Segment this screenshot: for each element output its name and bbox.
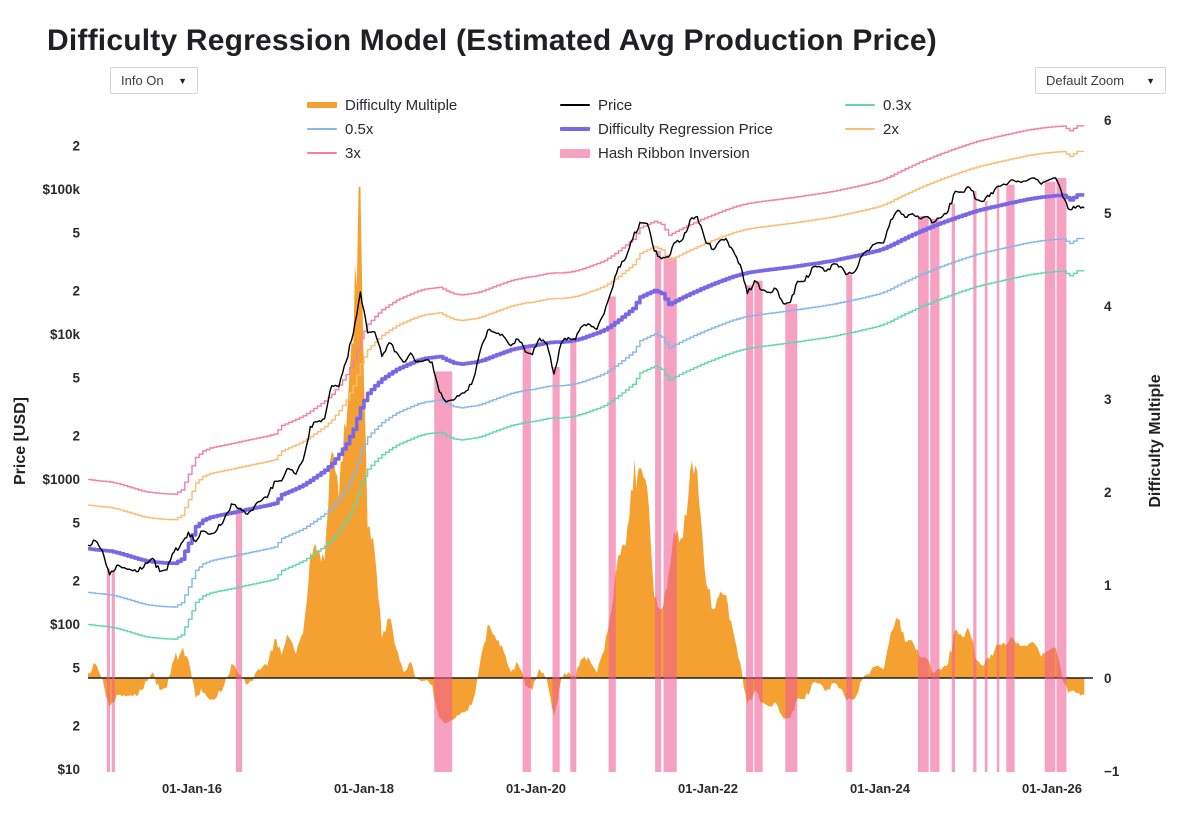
y-left-axis-title: Price [USD] [12,397,29,485]
hash-ribbon-inversion-bar [434,371,453,772]
legend-item-difficulty-multiple[interactable]: Difficulty Multiple [307,93,457,117]
hash-ribbon-inversion-bar [754,280,763,772]
x-tick: 01-Jan-20 [506,781,566,796]
chevron-down-icon: ▼ [1146,75,1155,86]
legend-item-0-3x[interactable]: 0.3x [845,93,911,117]
hash-ribbon-inversion-bar [973,191,977,772]
y-right-tick: 0 [1104,671,1112,686]
y-left-tick: 5 [72,226,80,241]
hash-ribbon-inversion-bar [746,285,754,772]
hash-ribbon-inversion-bar [235,507,243,772]
y-left-tick: $10k [50,327,81,342]
hash-ribbon-inversion-bar [1056,178,1067,772]
x-tick: 01-Jan-18 [334,781,394,796]
page-title: Difficulty Regression Model (Estimated A… [47,24,937,57]
y-left-tick: 2 [72,573,80,588]
hash-ribbon-inversion-bar [1006,184,1015,772]
difficulty-regression-price-line [88,193,1085,566]
y-left-tick: $10 [57,762,80,777]
band-2x-line [88,150,1085,521]
y-right-tick: 3 [1104,392,1112,407]
band-0.3x-line [88,270,1085,640]
legend: Difficulty Multiple 0.5x 3x Price Difficulty… [0,93,1184,167]
y-left-tick: $100 [50,617,80,632]
legend-swatch-line-icon [845,128,875,130]
legend-swatch-line-icon [307,152,337,154]
legend-item-0-5x[interactable]: 0.5x [307,117,457,141]
y-left-tick: $1000 [42,472,80,487]
hash-ribbon-inversion-bar [106,568,110,772]
hash-ribbon-inversion-bar [655,250,662,772]
y-left-tick: 5 [72,371,80,386]
zoom-dropdown-label: Default Zoom [1046,73,1125,88]
hash-ribbon-inversion-bar [111,571,115,772]
legend-item-label: 3x [345,144,361,162]
legend-item-label: Difficulty Regression Price [598,120,773,138]
hash-ribbon-inversion-bar [846,274,853,772]
y-right-tick: 1 [1104,578,1112,593]
legend-column: Difficulty Multiple 0.5x 3x [307,93,457,165]
legend-swatch-thick-icon [307,102,337,108]
y-right-tick: 2 [1104,485,1112,500]
hash-ribbon-inversion-bar [951,203,955,773]
chevron-down-icon: ▼ [178,75,187,86]
legend-column: Price Difficulty Regression Price Hash Rib… [560,93,773,165]
y-left-tick: 2 [72,283,80,298]
y-right-tick: −1 [1104,764,1120,779]
legend-swatch-thickline-icon [560,127,590,131]
legend-item-label: Hash Ribbon Inversion [598,144,750,162]
hash-ribbon-inversion-bar [918,216,929,772]
hash-ribbon-inversion-bar [608,296,616,772]
x-tick: 01-Jan-22 [678,781,738,796]
hash-ribbon-inversion-bar [663,257,677,772]
y-left-tick: 5 [72,661,80,676]
hash-ribbon-inversion-bar [930,218,940,773]
legend-column: 0.3x 2x [845,93,911,141]
legend-item-label: Difficulty Multiple [345,96,458,114]
price-line [87,177,1085,576]
y-right-axis-title: Difficulty Multiple [1147,374,1164,507]
difficulty-multiple-area [88,186,1085,724]
legend-item-label: 0.3x [883,96,912,114]
y-left-tick: 2 [72,718,80,733]
x-tick: 01-Jan-16 [162,781,222,796]
legend-swatch-bar-icon [560,148,590,158]
hash-ribbon-inversion-bar [996,187,1000,772]
band-3x-line [88,125,1085,495]
legend-item-label: Price [598,96,633,114]
y-left-tick: 2 [72,428,80,443]
legend-item-difficulty-regression-price[interactable]: Difficulty Regression Price [560,117,773,141]
y-left-tick: $100k [42,182,80,197]
y-left-tick: 5 [72,516,80,531]
zoom-dropdown[interactable]: Default Zoom ▼ [1035,67,1166,94]
y-right-tick: 4 [1104,299,1112,314]
hash-ribbon-inversion-bar [522,346,531,772]
band-0.5x-line [88,237,1085,608]
legend-item-hash-ribbon-inversion[interactable]: Hash Ribbon Inversion [560,141,773,165]
hash-ribbon-inversion-bar [1044,181,1056,773]
info-dropdown-label: Info On [121,73,164,88]
legend-item-price[interactable]: Price [560,93,773,117]
x-tick: 01-Jan-26 [1022,781,1082,796]
legend-swatch-line-icon [845,104,875,106]
legend-item-label: 0.5x [345,120,374,138]
legend-item-2x[interactable]: 2x [845,117,911,141]
y-left-tick: 2 [72,138,80,153]
hash-ribbon-inversion-bar [984,201,988,773]
legend-item-3x[interactable]: 3x [307,141,457,165]
hash-ribbon-inversion-bar [570,338,577,772]
legend-swatch-line-icon [560,104,590,106]
y-right-tick: 5 [1104,206,1112,221]
legend-swatch-line-icon [307,128,337,130]
hash-ribbon-inversion-bar [785,304,798,772]
info-dropdown[interactable]: Info On ▼ [110,67,198,94]
legend-item-label: 2x [883,120,899,138]
hash-ribbon-inversion-bar [552,367,560,772]
y-right-tick: 6 [1104,113,1112,128]
x-tick: 01-Jan-24 [850,781,911,796]
